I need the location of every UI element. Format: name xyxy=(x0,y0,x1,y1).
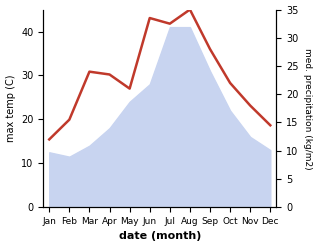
Y-axis label: med. precipitation (kg/m2): med. precipitation (kg/m2) xyxy=(303,48,313,169)
X-axis label: date (month): date (month) xyxy=(119,231,201,242)
Y-axis label: max temp (C): max temp (C) xyxy=(5,75,16,142)
